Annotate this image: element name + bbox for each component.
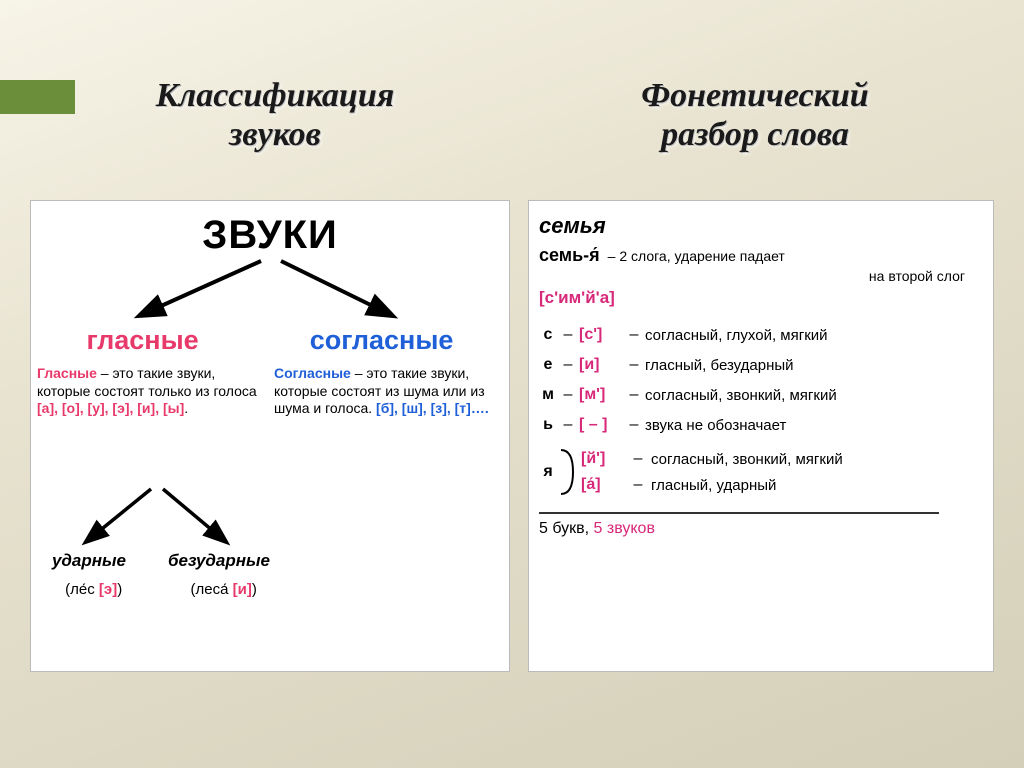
transcription: [с'им'й'а] xyxy=(539,288,983,308)
phoneme-row: с – [с'] – согласный, глухой, мягкий xyxy=(539,326,983,344)
sound-desc: гласный, безударный xyxy=(645,357,794,374)
phoneme-row: ь – [ – ] – звука не обозначает xyxy=(539,416,983,434)
syllable-line: семь-я́ – 2 слога, ударение падает xyxy=(539,245,983,266)
analysis-word: семья xyxy=(539,213,983,239)
letter: с xyxy=(539,326,557,344)
letter: е xyxy=(539,356,557,374)
arrows-bottom xyxy=(31,485,291,551)
sound-desc: звука не обозначает xyxy=(645,417,786,434)
sound: [м'] xyxy=(579,386,623,404)
vowel-phonemes: [а], [о], [у], [э], [и], [ы] xyxy=(37,400,184,416)
summary-line: 5 букв, 5 звуков xyxy=(539,514,983,538)
sound: [ – ] xyxy=(579,416,623,434)
cons-phonemes: [б], [ш], [з], [т]…. xyxy=(376,400,489,416)
ex-unstressed: (леса́ [и]) xyxy=(191,581,257,598)
bracket-icon xyxy=(559,446,575,498)
syllable-note2: на второй слог xyxy=(539,268,983,284)
sound-desc: согласный, звонкий, мягкий xyxy=(651,451,843,468)
unstressed-label: безударные xyxy=(168,551,270,571)
heading-right-line1: Фонетический xyxy=(641,77,868,114)
stress-row: ударные безударные xyxy=(31,551,291,571)
heading-left-line1: Классификация xyxy=(156,77,395,114)
sound-desc: гласный, ударный xyxy=(651,477,776,494)
diagram-title: ЗВУКИ xyxy=(41,213,499,258)
sound-desc: согласный, звонкий, мягкий xyxy=(645,387,837,404)
sound: [а́] xyxy=(581,476,625,494)
sound-count: 5 звуков xyxy=(594,520,655,537)
phoneme-rows: с – [с'] – согласный, глухой, мягкий е –… xyxy=(539,326,983,498)
panel-sound-classification: ЗВУКИ гласные согласные Гласные – это та… xyxy=(30,200,510,672)
cons-def-head: Согласные xyxy=(274,365,351,381)
accent-bar xyxy=(0,80,75,114)
ya-subrow: [й'] – согласный, звонкий, мягкий xyxy=(581,450,843,468)
stressed-label: ударные xyxy=(52,551,126,571)
panel-phonetic-analysis: семья семь-я́ – 2 слога, ударение падает… xyxy=(528,200,994,672)
letter: ь xyxy=(539,416,557,434)
category-vowel: гласные xyxy=(87,325,199,356)
letter-count: 5 букв, xyxy=(539,520,594,537)
headings-row: Классификация звуков Фонетический разбор… xyxy=(85,76,985,154)
syllable-note: – 2 слога, ударение падает xyxy=(608,248,785,264)
panels-row: ЗВУКИ гласные согласные Гласные – это та… xyxy=(30,200,994,672)
sound: [й'] xyxy=(581,450,625,468)
letter: я xyxy=(539,463,557,481)
ya-subrow: [а́] – гласный, ударный xyxy=(581,476,843,494)
sound: [и] xyxy=(579,356,623,374)
phoneme-row: м – [м'] – согласный, звонкий, мягкий xyxy=(539,386,983,404)
stress-examples-row: (ле́с [э]) (леса́ [и]) xyxy=(31,581,291,598)
phoneme-row: е – [и] – гласный, безударный xyxy=(539,356,983,374)
category-consonant: согласные xyxy=(310,325,454,356)
sound: [с'] xyxy=(579,326,623,344)
consonant-definition: Согласные – это такие звуки, которые сос… xyxy=(274,365,503,418)
letter: м xyxy=(539,386,557,404)
definitions-row: Гласные – это такие звуки, которые состо… xyxy=(31,365,509,418)
phoneme-row-ya: я [й'] – согласный, звонкий, мягкий [а́]… xyxy=(539,446,983,498)
sound-desc: согласный, глухой, мягкий xyxy=(645,327,828,344)
heading-right-line2: разбор слова xyxy=(661,116,849,153)
syllables: семь-я́ xyxy=(539,245,600,266)
heading-left: Классификация звуков xyxy=(85,76,465,154)
arrows-top xyxy=(31,259,509,329)
category-row: гласные согласные xyxy=(31,325,509,356)
vowel-definition: Гласные – это такие звуки, которые состо… xyxy=(37,365,266,418)
heading-right: Фонетический разбор слова xyxy=(545,76,965,154)
heading-left-line2: звуков xyxy=(229,116,321,153)
vowel-def-head: Гласные xyxy=(37,365,97,381)
ex-stressed: (ле́с [э]) xyxy=(65,581,122,598)
